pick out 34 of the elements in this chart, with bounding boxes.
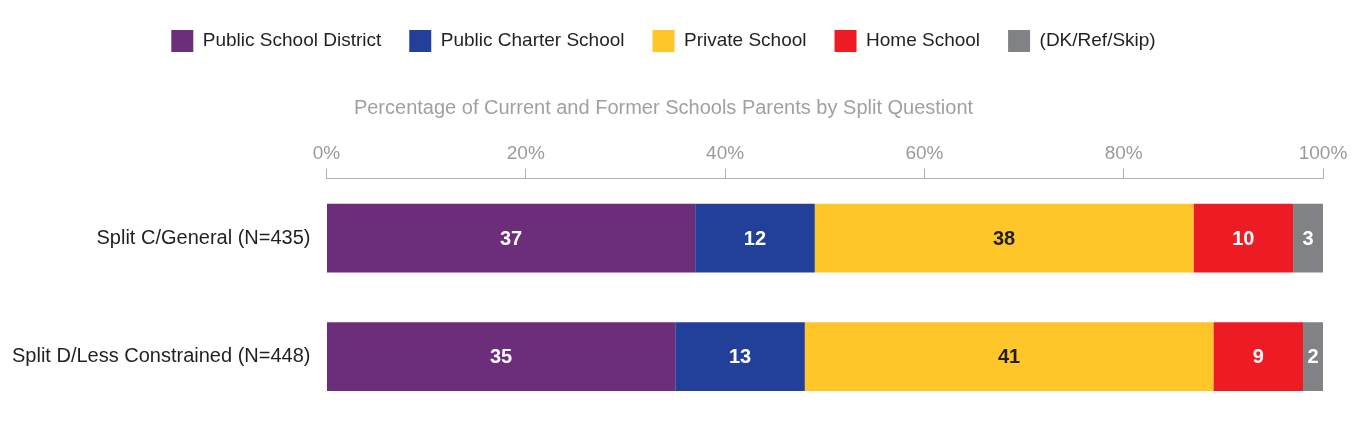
x-tick-label: 20% (506, 141, 545, 163)
x-tick-label: 0% (312, 141, 341, 163)
bar (814, 203, 1194, 273)
bar (326, 322, 676, 392)
bar (326, 203, 696, 273)
x-tick-label: 60% (905, 141, 944, 163)
data-label: 9 (1252, 345, 1264, 368)
legend-label: (DK/Ref/Skip) (1039, 29, 1156, 51)
legend-label: Public School District (202, 29, 382, 51)
bar (804, 322, 1214, 392)
chart-title: Percentage of Current and Former Schools Parents by Split Questiont (353, 95, 974, 118)
bar (1213, 322, 1304, 392)
data-label: 37 (499, 226, 523, 249)
x-tick-label: 40% (706, 141, 745, 163)
bar (695, 203, 815, 273)
x-tick-label: 80% (1104, 141, 1143, 163)
x-tick-label: 100% (1298, 141, 1348, 163)
data-label: 35 (489, 345, 513, 368)
data-label: 41 (997, 345, 1021, 368)
data-label: 3 (1302, 226, 1314, 249)
legend-label: Private School (684, 29, 807, 51)
y-tick-label: Split C/General (N=435) (96, 225, 311, 248)
bar (1303, 322, 1323, 392)
data-label: 12 (743, 226, 767, 249)
bar (1193, 203, 1294, 273)
data-label: 10 (1232, 226, 1255, 249)
data-label: 2 (1307, 345, 1319, 368)
data-label: 38 (992, 226, 1016, 249)
legend-label: Public Charter School (440, 29, 625, 51)
legend-label: Home School (866, 29, 981, 51)
y-tick-label: Split D/Less Constrained (N=448) (11, 344, 311, 367)
bar (1293, 203, 1323, 273)
bar (675, 322, 805, 392)
data-label: 13 (728, 345, 752, 368)
